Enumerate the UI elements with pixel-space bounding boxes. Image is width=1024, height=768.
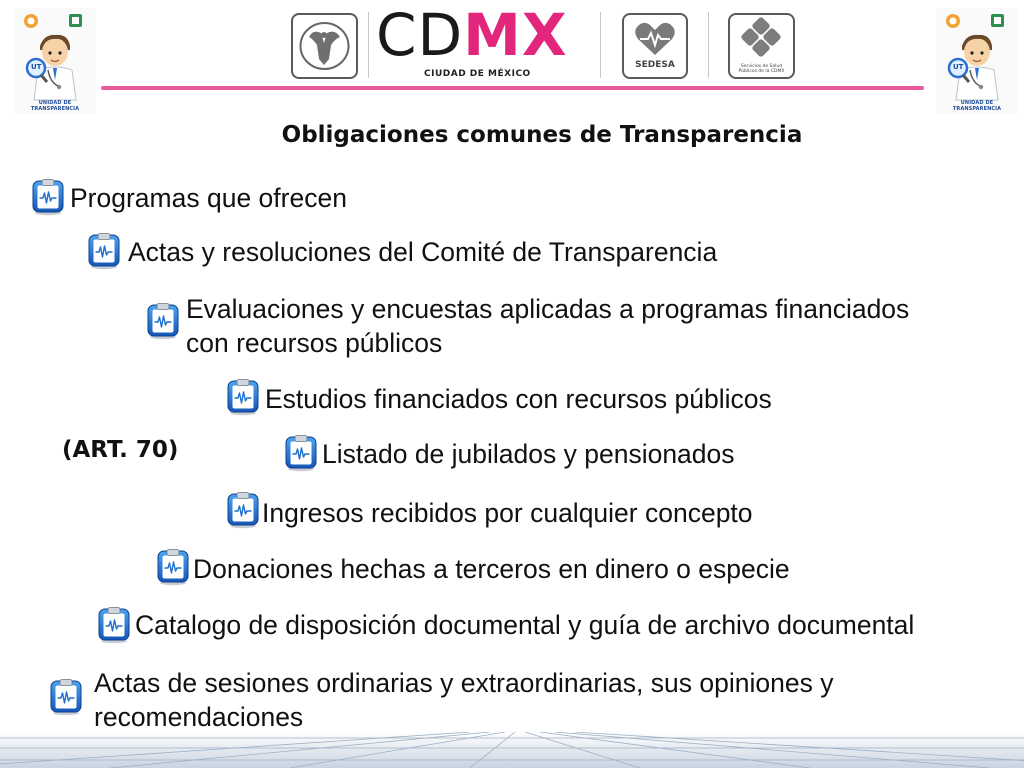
sedesa-logo: SEDESA (622, 13, 688, 79)
page-title: Obligaciones comunes de Transparencia (281, 122, 803, 148)
mascot-badge: UT (31, 63, 42, 71)
clipboard-icon (146, 302, 180, 340)
list-item-text: Catalogo de disposición documental y guí… (135, 610, 915, 640)
clipboard-icon (156, 548, 190, 586)
eagle-seal-icon (299, 22, 350, 70)
doctor-mascot-icon (936, 8, 1018, 114)
clipboard-icon (226, 491, 260, 529)
government-seal-logo (291, 13, 358, 79)
list-item-text: Estudios financiados con recursos públic… (265, 384, 772, 414)
header-divider (600, 12, 601, 78)
clipboard-icon (31, 178, 65, 216)
heart-pulse-icon (635, 22, 675, 55)
list-item-text: Listado de jubilados y pensionados (322, 439, 735, 469)
list-item-text: Programas que ofrecen (70, 183, 347, 213)
servicios-salud-label: Servicios de Salud Públicos de la CDMX (730, 64, 793, 74)
header-divider (368, 12, 369, 78)
clipboard-icon (87, 232, 121, 270)
servicios-salud-label-line2: Públicos de la CDMX (738, 69, 785, 74)
clipboard-icon (97, 606, 131, 644)
cdmx-subtitle: CIUDAD DE MÉXICO (424, 69, 531, 79)
mascot-logo-right: UT UNIDAD DE TRANSPARENCIA (936, 8, 1018, 114)
clipboard-icon (226, 378, 260, 416)
mascot-caption: UNIDAD DE TRANSPARENCIA (952, 100, 1002, 112)
list-item-text-line2: recomendaciones (94, 702, 304, 732)
mascot-caption: UNIDAD DE TRANSPARENCIA (30, 100, 80, 112)
doctor-mascot-icon (14, 8, 96, 114)
sedesa-label: SEDESA (635, 60, 675, 70)
servicios-salud-logo: Servicios de Salud Públicos de la CDMX (728, 13, 795, 79)
servicios-salud-label-line1: Servicios de Salud (740, 64, 783, 69)
clipboard-icon (49, 678, 83, 716)
list-item-text: Donaciones hechas a terceros en dinero o… (193, 554, 790, 584)
diamond-blocks-icon (741, 17, 781, 57)
cdmx-wordmark: CDMX (376, 4, 568, 66)
cdmx-cd: CD (376, 1, 464, 69)
perspective-floor-decoration (0, 732, 1024, 768)
article-label: (ART. 70) (62, 437, 179, 463)
list-item-text-line1: Evaluaciones y encuestas aplicadas a pro… (186, 294, 910, 324)
list-item-text-line1: Actas de sesiones ordinarias y extraordi… (94, 668, 834, 698)
clipboard-icon (284, 434, 318, 472)
mascot-badge: UT (953, 63, 964, 71)
header-accent-line (101, 86, 924, 90)
header-divider (708, 12, 709, 78)
list-item-text: Ingresos recibidos por cualquier concept… (262, 498, 753, 528)
mascot-logo-left: UT UNIDAD DE TRANSPARENCIA (14, 8, 96, 114)
list-item-text: Actas y resoluciones del Comité de Trans… (128, 237, 718, 267)
cdmx-mx: MX (463, 1, 568, 69)
list-item-text-line2: con recursos públicos (186, 328, 443, 358)
